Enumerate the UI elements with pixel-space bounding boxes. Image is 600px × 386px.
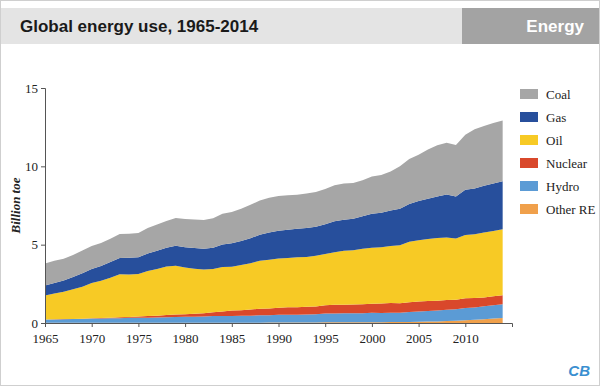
tick: 1970 (79, 323, 105, 346)
legend-label: Coal (546, 87, 571, 102)
tick-mark (45, 323, 46, 327)
legend-label: Nuclear (546, 156, 588, 171)
y-axis-title: Billion toe (8, 177, 23, 234)
tick-label: 2005 (406, 331, 432, 346)
tick-label: 1990 (266, 331, 292, 346)
frame (1, 1, 600, 386)
legend-label: Oil (546, 133, 563, 148)
tick-mark (41, 166, 45, 167)
legend-label: Other RE (546, 202, 596, 217)
tick: 1990 (266, 323, 292, 346)
tick: 1980 (173, 323, 199, 346)
axis-line (41, 89, 46, 324)
tick-label: 5 (32, 237, 39, 252)
legend-label: Hydro (546, 179, 579, 194)
logo: CB (568, 362, 590, 379)
header-tag (462, 8, 599, 44)
tick-mark (465, 323, 466, 327)
legend-swatch (520, 112, 538, 122)
x-axis: 1965 1970 1975 1980 1985 1990 1995 2000 2005 2010 (33, 323, 513, 346)
tick-mark (185, 323, 186, 327)
tick: 2000 (359, 323, 385, 346)
tick-mark (232, 323, 233, 327)
legend-swatch (520, 181, 538, 191)
tick: 0 (32, 316, 46, 331)
tick-label: 1995 (313, 331, 339, 346)
tick-mark (41, 88, 45, 89)
legend-swatch (520, 135, 538, 145)
tick: 1965 (33, 323, 59, 346)
tick-mark (279, 323, 280, 327)
legend-swatch (520, 204, 538, 214)
tick-mark (41, 245, 45, 246)
tick: 1985 (219, 323, 245, 346)
header-bar (1, 8, 599, 44)
tick-label: 1985 (219, 331, 245, 346)
legend-swatch (520, 89, 538, 99)
tick-label: 15 (25, 81, 38, 96)
tick-mark (419, 323, 420, 327)
legend-swatch (520, 158, 538, 168)
tick-mark (92, 323, 93, 327)
tick: 1975 (126, 323, 152, 346)
tick-label: 0 (32, 316, 39, 331)
tick-label: 1970 (79, 331, 105, 346)
tick-label: 2010 (453, 331, 479, 346)
tick-label: 2000 (359, 331, 385, 346)
tick-mark (138, 323, 139, 327)
tick-label: 10 (25, 159, 38, 174)
legend: Coal Gas Oil Nuclear Hydro Other RE (520, 87, 596, 217)
tick: 2005 (406, 323, 432, 346)
axis-line (46, 324, 513, 328)
tick: 15 (25, 81, 45, 96)
tick-label: 1980 (173, 331, 199, 346)
chart: Global energy use, 1965-2014 Energy CB 0 5 10… (0, 0, 600, 386)
tick-label: 1975 (126, 331, 152, 346)
tick: 1995 (313, 323, 339, 346)
title: Global energy use, 1965-2014 (20, 17, 259, 36)
y-axis: 0 5 10 15 (25, 81, 46, 331)
tick: 10 (25, 159, 45, 174)
tick-label: 1965 (33, 331, 59, 346)
tick-mark (325, 323, 326, 327)
tick: 5 (32, 237, 46, 252)
plot-area (45, 120, 503, 323)
tick-mark (41, 323, 45, 324)
section-tag: Energy (526, 17, 584, 36)
legend-label: Gas (546, 110, 566, 125)
tick-mark (372, 323, 373, 327)
tick: 2010 (453, 323, 479, 346)
area-series (45, 120, 503, 285)
